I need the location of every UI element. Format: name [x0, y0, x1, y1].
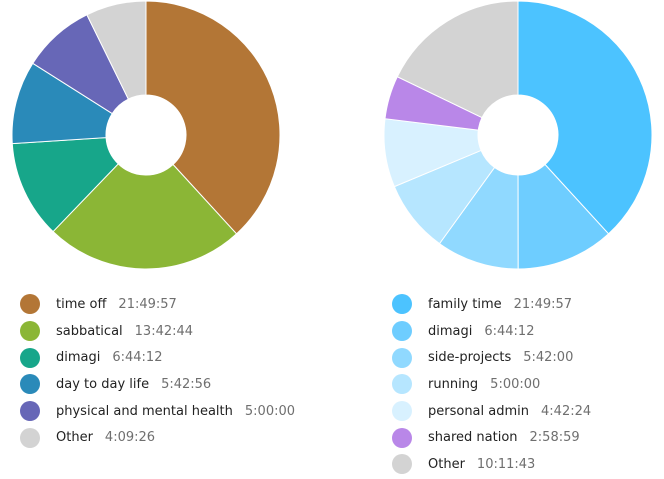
legend-duration: 5:00:00 — [244, 403, 296, 419]
donut-chart-left — [11, 0, 281, 270]
slice-right-other[interactable] — [396, 0, 519, 119]
legend-item-right-side-projects[interactable]: side-projects 5:42:00 — [392, 344, 591, 371]
slice-left-other[interactable] — [86, 0, 147, 100]
legend-label: running — [428, 376, 479, 392]
legend-swatch-icon — [392, 347, 412, 368]
legend-label: physical and mental health — [56, 403, 233, 419]
legend-swatch-icon — [392, 401, 412, 422]
legend-duration: 4:09:26 — [104, 430, 156, 446]
legend-left: time off 21:49:57 sabbatical 13:42:44 dimagi… — [20, 291, 295, 451]
legend-item-left-time-off[interactable]: time off 21:49:57 — [20, 291, 295, 318]
legend-label: Other — [428, 456, 465, 472]
legend-item-left-dimagi[interactable]: dimagi 6:44:12 — [20, 344, 295, 371]
slice-right-dimagi[interactable] — [517, 163, 610, 270]
legend-label: personal admin — [428, 403, 530, 419]
legend-label: family time — [428, 296, 502, 312]
legend-right: family time 21:49:57 dimagi 6:44:12 side-pro… — [392, 291, 591, 478]
legend-label: dimagi — [56, 350, 101, 366]
legend-swatch-icon — [20, 374, 40, 395]
legend-duration: 6:44:12 — [484, 323, 535, 339]
legend-item-left-physical-and-mental-health[interactable]: physical and mental health 5:00:00 — [20, 398, 295, 425]
legend-duration: 4:42:24 — [541, 403, 592, 419]
legend-item-right-family-time[interactable]: family time 21:49:57 — [392, 291, 591, 318]
legend-item-right-shared-nation[interactable]: shared nation 2:58:59 — [392, 424, 591, 451]
legend-swatch-icon — [20, 427, 40, 448]
legend-swatch-icon — [20, 321, 40, 342]
legend-label: time off — [56, 296, 107, 312]
legend-item-right-dimagi[interactable]: dimagi 6:44:12 — [392, 318, 591, 345]
legend-duration: 6:44:12 — [112, 350, 163, 366]
legend-item-right-running[interactable]: running 5:00:00 — [392, 371, 591, 398]
legend-label: Other — [56, 430, 93, 446]
legend-duration: 10:11:43 — [476, 456, 536, 472]
legend-label: day to day life — [56, 376, 150, 392]
legend-label: sabbatical — [56, 323, 123, 339]
legend-swatch-icon — [392, 427, 412, 448]
slice-left-sabbatical[interactable] — [52, 163, 238, 270]
legend-duration: 21:49:57 — [513, 296, 573, 312]
legend-swatch-icon — [392, 374, 412, 395]
legend-duration: 5:00:00 — [490, 376, 541, 392]
slice-right-family-time[interactable] — [517, 0, 653, 235]
legend-swatch-icon — [392, 454, 412, 475]
legend-label: dimagi — [428, 323, 473, 339]
legend-duration: 21:49:57 — [118, 296, 177, 312]
legend-swatch-icon — [20, 347, 40, 368]
legend-label: shared nation — [428, 430, 518, 446]
legend-swatch-icon — [20, 294, 40, 315]
legend-duration: 5:42:00 — [523, 350, 574, 366]
legend-label: side-projects — [428, 350, 512, 366]
legend-item-left-other[interactable]: Other 4:09:26 — [20, 424, 295, 451]
donut-chart-right — [383, 0, 653, 270]
legend-duration: 5:42:56 — [161, 376, 212, 392]
legend-item-left-sabbatical[interactable]: sabbatical 13:42:44 — [20, 318, 295, 345]
legend-item-right-other[interactable]: Other 10:11:43 — [392, 451, 591, 478]
slice-left-dimagi[interactable] — [11, 137, 119, 233]
legend-duration: 13:42:44 — [134, 323, 194, 339]
legend-item-left-day-to-day-life[interactable]: day to day life 5:42:56 — [20, 371, 295, 398]
legend-swatch-icon — [20, 401, 40, 422]
legend-item-right-personal-admin[interactable]: personal admin 4:42:24 — [392, 398, 591, 425]
slice-left-time-off[interactable] — [145, 0, 281, 235]
legend-swatch-icon — [392, 294, 412, 315]
legend-swatch-icon — [392, 321, 412, 342]
legend-duration: 2:58:59 — [529, 430, 580, 446]
